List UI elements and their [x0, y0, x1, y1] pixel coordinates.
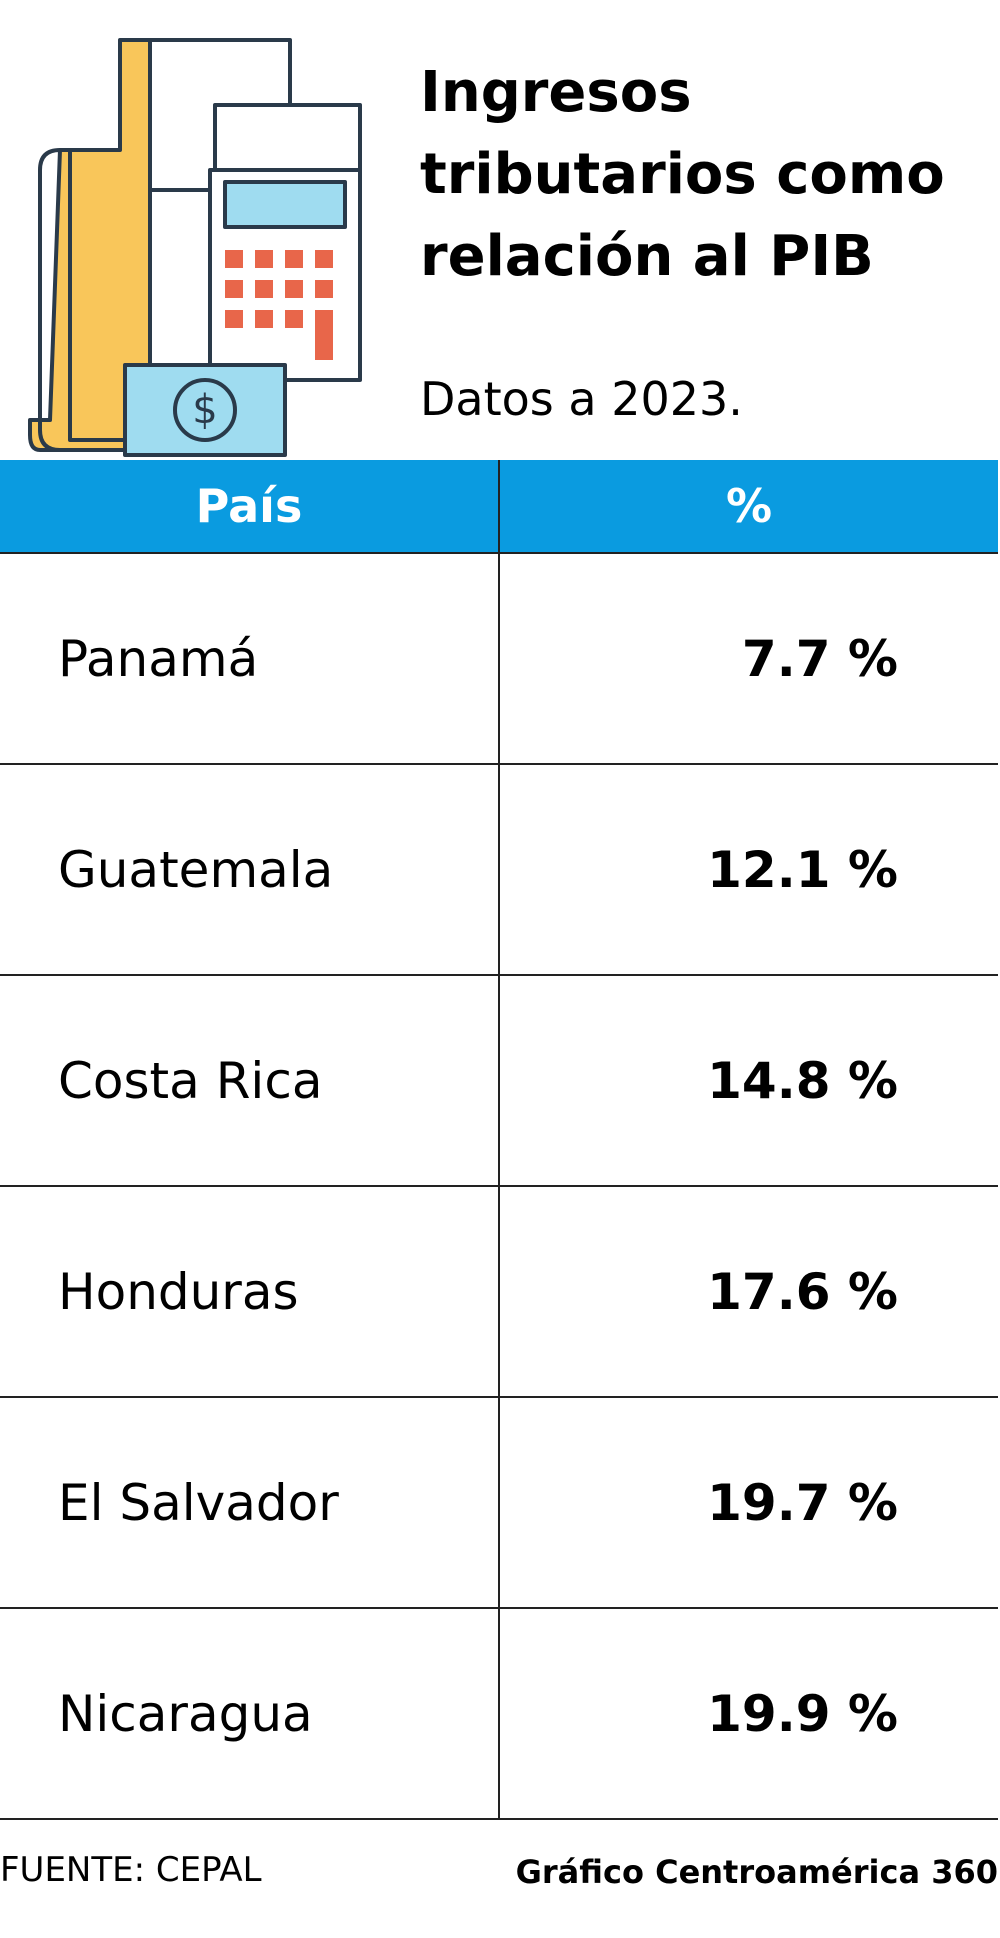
country-cell: Honduras — [0, 1185, 500, 1398]
table-row: Panamá 7.7 % — [0, 552, 998, 765]
table-row: El Salvador 19.7 % — [0, 1396, 998, 1609]
value-cell: 7.7 % — [498, 552, 998, 765]
subtitle: Datos a 2023. — [420, 372, 743, 426]
value-cell: 12.1 % — [498, 763, 998, 976]
country-cell: El Salvador — [0, 1396, 500, 1609]
table-body: Panamá 7.7 % Guatemala 12.1 % Costa Rica 14.8… — [0, 552, 998, 1820]
table-row: Guatemala 12.1 % — [0, 763, 998, 976]
table-row: Nicaragua 19.9 % — [0, 1607, 998, 1820]
country-cell: Panamá — [0, 552, 500, 765]
country-cell: Guatemala — [0, 763, 500, 976]
table-row: Costa Rica 14.8 % — [0, 974, 998, 1187]
header-row: País% — [0, 460, 998, 553]
country-cell: Costa Rica — [0, 974, 500, 1187]
svg-text:$: $ — [192, 387, 217, 433]
title: Ingresos tributarios como relación al PI… — [420, 60, 945, 289]
value-cell: 19.9 % — [498, 1607, 998, 1820]
calculator-icon: $ — [28, 38, 362, 457]
column-header: País — [0, 460, 500, 553]
value-cell: 19.7 % — [498, 1396, 998, 1609]
table-row: Honduras 17.6 % — [0, 1185, 998, 1398]
value-cell: 14.8 % — [498, 974, 998, 1187]
column-header: % — [499, 460, 998, 553]
source: FUENTE: CEPAL — [0, 1850, 262, 1890]
value-cell: 17.6 % — [498, 1185, 998, 1398]
data-table: País% Panamá 7.7 % Guatemala 12.1 % Costa Ri… — [0, 460, 998, 1820]
credit: Gráfico Centroamérica 360 — [515, 1853, 998, 1891]
country-cell: Nicaragua — [0, 1607, 500, 1820]
